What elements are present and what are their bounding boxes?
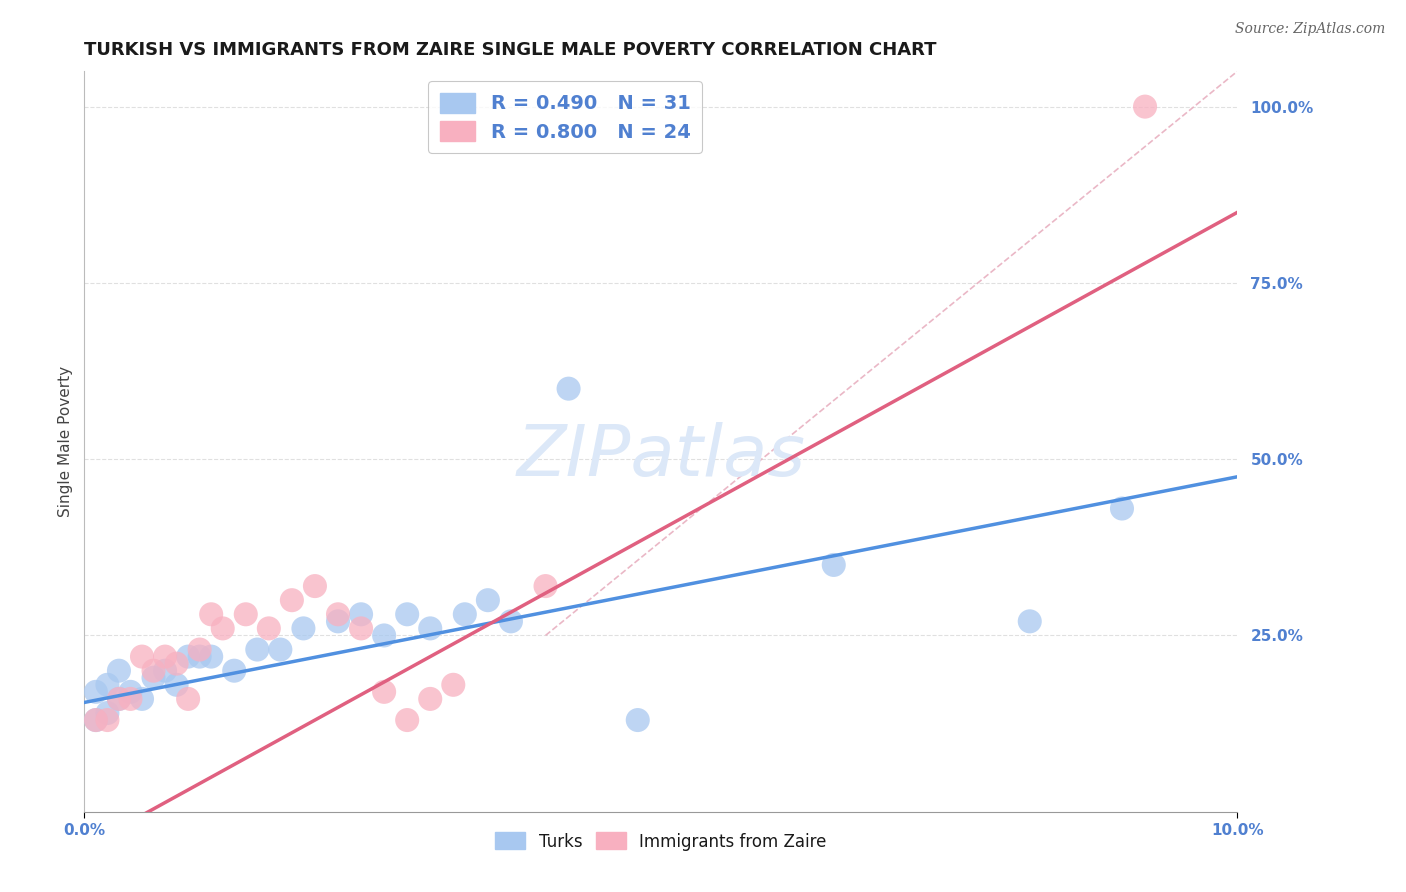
Point: [211, 621, 233, 635]
Point: [557, 382, 579, 396]
Point: [441, 678, 464, 692]
Text: TURKISH VS IMMIGRANTS FROM ZAIRE SINGLE MALE POVERTY CORRELATION CHART: TURKISH VS IMMIGRANTS FROM ZAIRE SINGLE …: [84, 41, 936, 59]
Point: [326, 615, 349, 629]
Point: [84, 713, 107, 727]
Point: [224, 664, 246, 678]
Point: [131, 649, 153, 664]
Point: [419, 621, 441, 635]
Point: [166, 657, 188, 671]
Point: [304, 579, 326, 593]
Point: [269, 642, 291, 657]
Point: [108, 664, 131, 678]
Point: [350, 621, 373, 635]
Point: [108, 692, 131, 706]
Point: [120, 685, 142, 699]
Point: [153, 664, 176, 678]
Point: [200, 649, 222, 664]
Point: [177, 649, 200, 664]
Point: [281, 593, 304, 607]
Point: [177, 692, 200, 706]
Point: [1018, 615, 1040, 629]
Point: [200, 607, 222, 622]
Point: [373, 628, 395, 642]
Point: [396, 713, 419, 727]
Point: [235, 607, 257, 622]
Point: [96, 678, 118, 692]
Point: [188, 649, 211, 664]
Point: [84, 685, 107, 699]
Text: Source: ZipAtlas.com: Source: ZipAtlas.com: [1234, 22, 1385, 37]
Point: [246, 642, 269, 657]
Point: [1133, 100, 1156, 114]
Point: [96, 706, 118, 720]
Point: [419, 692, 441, 706]
Point: [350, 607, 373, 622]
Point: [120, 692, 142, 706]
Point: [188, 642, 211, 657]
Point: [84, 713, 107, 727]
Point: [326, 607, 349, 622]
Legend: Turks, Immigrants from Zaire: Turks, Immigrants from Zaire: [486, 824, 835, 859]
Point: [823, 558, 845, 572]
Point: [454, 607, 477, 622]
Point: [142, 664, 165, 678]
Point: [534, 579, 557, 593]
Point: [499, 615, 522, 629]
Point: [627, 713, 650, 727]
Point: [131, 692, 153, 706]
Point: [142, 671, 165, 685]
Point: [153, 649, 176, 664]
Point: [292, 621, 315, 635]
Point: [108, 692, 131, 706]
Point: [373, 685, 395, 699]
Point: [396, 607, 419, 622]
Point: [257, 621, 280, 635]
Point: [96, 713, 118, 727]
Y-axis label: Single Male Poverty: Single Male Poverty: [58, 366, 73, 517]
Point: [477, 593, 499, 607]
Point: [1111, 501, 1133, 516]
Point: [166, 678, 188, 692]
Text: ZIPatlas: ZIPatlas: [516, 422, 806, 491]
